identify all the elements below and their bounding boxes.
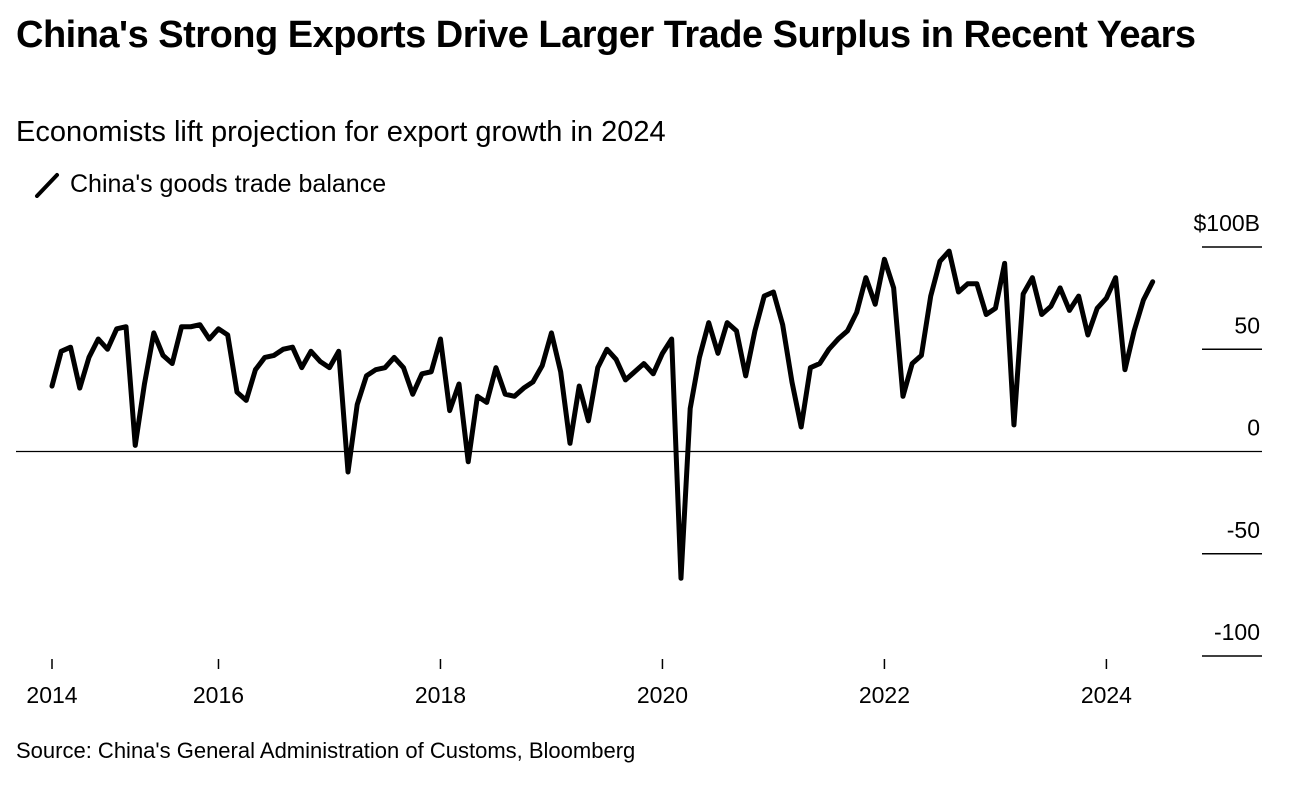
legend: China's goods trade balance <box>34 170 386 199</box>
source-note: Source: China's General Administration o… <box>16 738 636 763</box>
x-tick-label: 2014 <box>26 682 77 708</box>
legend-label: China's goods trade balance <box>70 170 387 198</box>
legend-swatch <box>35 172 59 198</box>
x-tick-label: 2022 <box>859 682 910 708</box>
y-tick-label: -100 <box>1214 619 1260 645</box>
y-tick-label: $100B <box>1193 210 1260 236</box>
x-tick-label: 2024 <box>1081 682 1132 708</box>
y-tick-label: -50 <box>1227 517 1260 543</box>
x-tick-label: 2016 <box>193 682 244 708</box>
chart-subtitle: Economists lift projection for export gr… <box>16 116 666 148</box>
data-line <box>49 248 1156 581</box>
y-tick-label: 0 <box>1247 415 1260 441</box>
y-tick-label: 50 <box>1234 312 1260 338</box>
x-tick-label: 2020 <box>637 682 688 708</box>
x-tick-label: 2018 <box>415 682 466 708</box>
chart-title: China's Strong Exports Drive Larger Trad… <box>16 14 1196 56</box>
